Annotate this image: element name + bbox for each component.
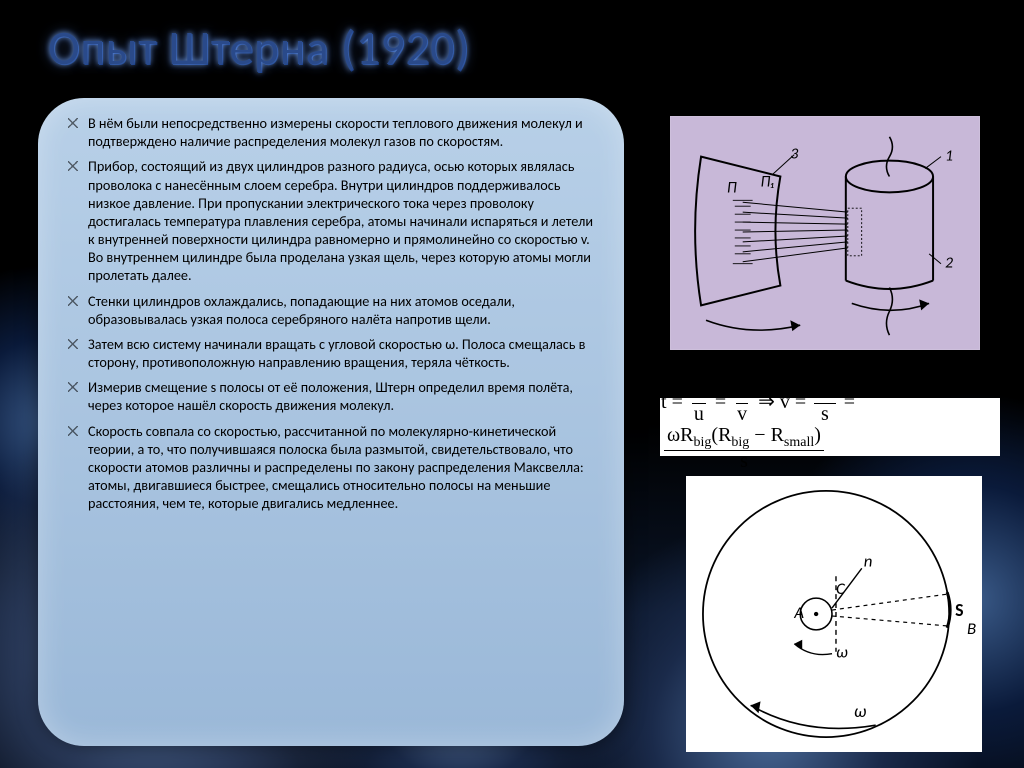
list-item: Прибор, состоящий из двух цилиндров разн… bbox=[66, 157, 600, 284]
label-omega-outer: ω bbox=[854, 700, 867, 722]
label-screen: 3 bbox=[790, 145, 798, 164]
label-omega-inner: ω bbox=[836, 642, 848, 663]
text-panel: В нём были непосредственно измерены скор… bbox=[38, 98, 624, 746]
figure-formula: t = su = lv ⇒ v = uls = ωRbig(Rbig − Rsm… bbox=[660, 398, 1000, 456]
slide-title: Опыт Штерна (1920) bbox=[48, 18, 470, 77]
figure-top-view: A C n S B ω ω bbox=[686, 476, 982, 752]
list-item: Стенки цилиндров охлаждались, попадающие… bbox=[66, 292, 600, 328]
formula-text: t = su = lv ⇒ v = uls = ωRbig(Rbig − Rsm… bbox=[661, 382, 999, 473]
figure-apparatus: П П₁ 3 1 2 bbox=[670, 116, 980, 350]
label-A: A bbox=[793, 602, 804, 623]
label-cyl-top: 1 bbox=[945, 147, 953, 166]
label-n: n bbox=[864, 550, 873, 571]
label-C: C bbox=[836, 578, 846, 599]
list-item: Затем всю систему начинали вращать с угл… bbox=[66, 335, 600, 371]
list-item: Измерив смещение s полосы от её положени… bbox=[66, 378, 600, 414]
list-item: В нём были непосредственно измерены скор… bbox=[66, 114, 600, 150]
label-B: B bbox=[967, 618, 976, 639]
label-slit-left: П bbox=[727, 178, 737, 197]
bullet-list: В нём были непосредственно измерены скор… bbox=[66, 114, 600, 512]
list-item: Скорость совпала со скоростью, рассчитан… bbox=[66, 422, 600, 513]
label-slit-right: П₁ bbox=[761, 172, 775, 191]
label-cyl-side: 2 bbox=[945, 254, 953, 273]
label-S: S bbox=[955, 599, 963, 621]
